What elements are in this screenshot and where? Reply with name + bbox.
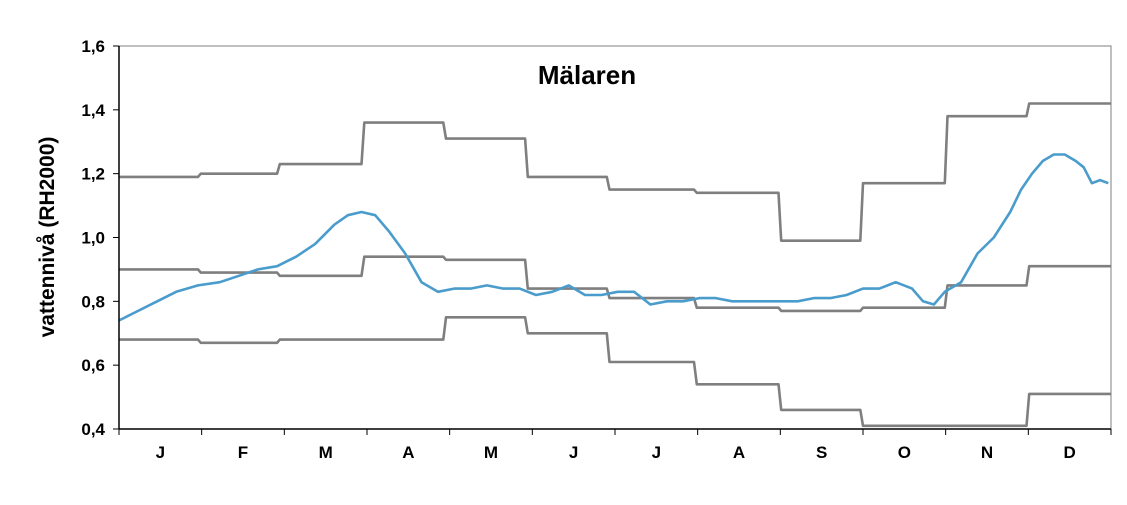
- x-tick-label-month: N: [981, 443, 993, 462]
- y-tick-label: 0,6: [81, 356, 105, 375]
- y-tick-label: 1,0: [81, 229, 105, 248]
- y-tick-label: 0,4: [81, 420, 105, 439]
- y-tick-label: 0,8: [81, 292, 105, 311]
- x-tick-label-month: D: [1064, 443, 1076, 462]
- y-axis-ticks: 0,4 0,6 0,8 1,0 1,2 1,4 1,6: [81, 37, 119, 439]
- y-tick-label: 1,6: [81, 37, 105, 56]
- x-tick-label-month: J: [156, 443, 165, 462]
- y-axis-label: vattennivå (RH2000): [36, 137, 59, 338]
- x-tick-label-month: F: [238, 443, 248, 462]
- y-tick-label: 1,4: [81, 101, 105, 120]
- plot-area: [118, 45, 1112, 430]
- series-line-upper: [119, 102, 1111, 242]
- series-line-water-level: [118, 153, 1109, 322]
- x-tick-label-month: J: [569, 443, 578, 462]
- x-tick-label-month: S: [816, 443, 827, 462]
- x-tick-label-month: M: [484, 443, 498, 462]
- x-tick-label-month: A: [733, 443, 745, 462]
- x-tick-label-month: J: [652, 443, 661, 462]
- series-line-lower: [119, 315, 1111, 428]
- x-tick-label-month: O: [898, 443, 911, 462]
- x-tick-label-month: M: [319, 443, 333, 462]
- series-lines: [118, 102, 1111, 428]
- y-tick-label: 1,2: [81, 165, 105, 184]
- x-tick-label-month: A: [402, 443, 414, 462]
- chart-title: Mälaren: [538, 60, 636, 90]
